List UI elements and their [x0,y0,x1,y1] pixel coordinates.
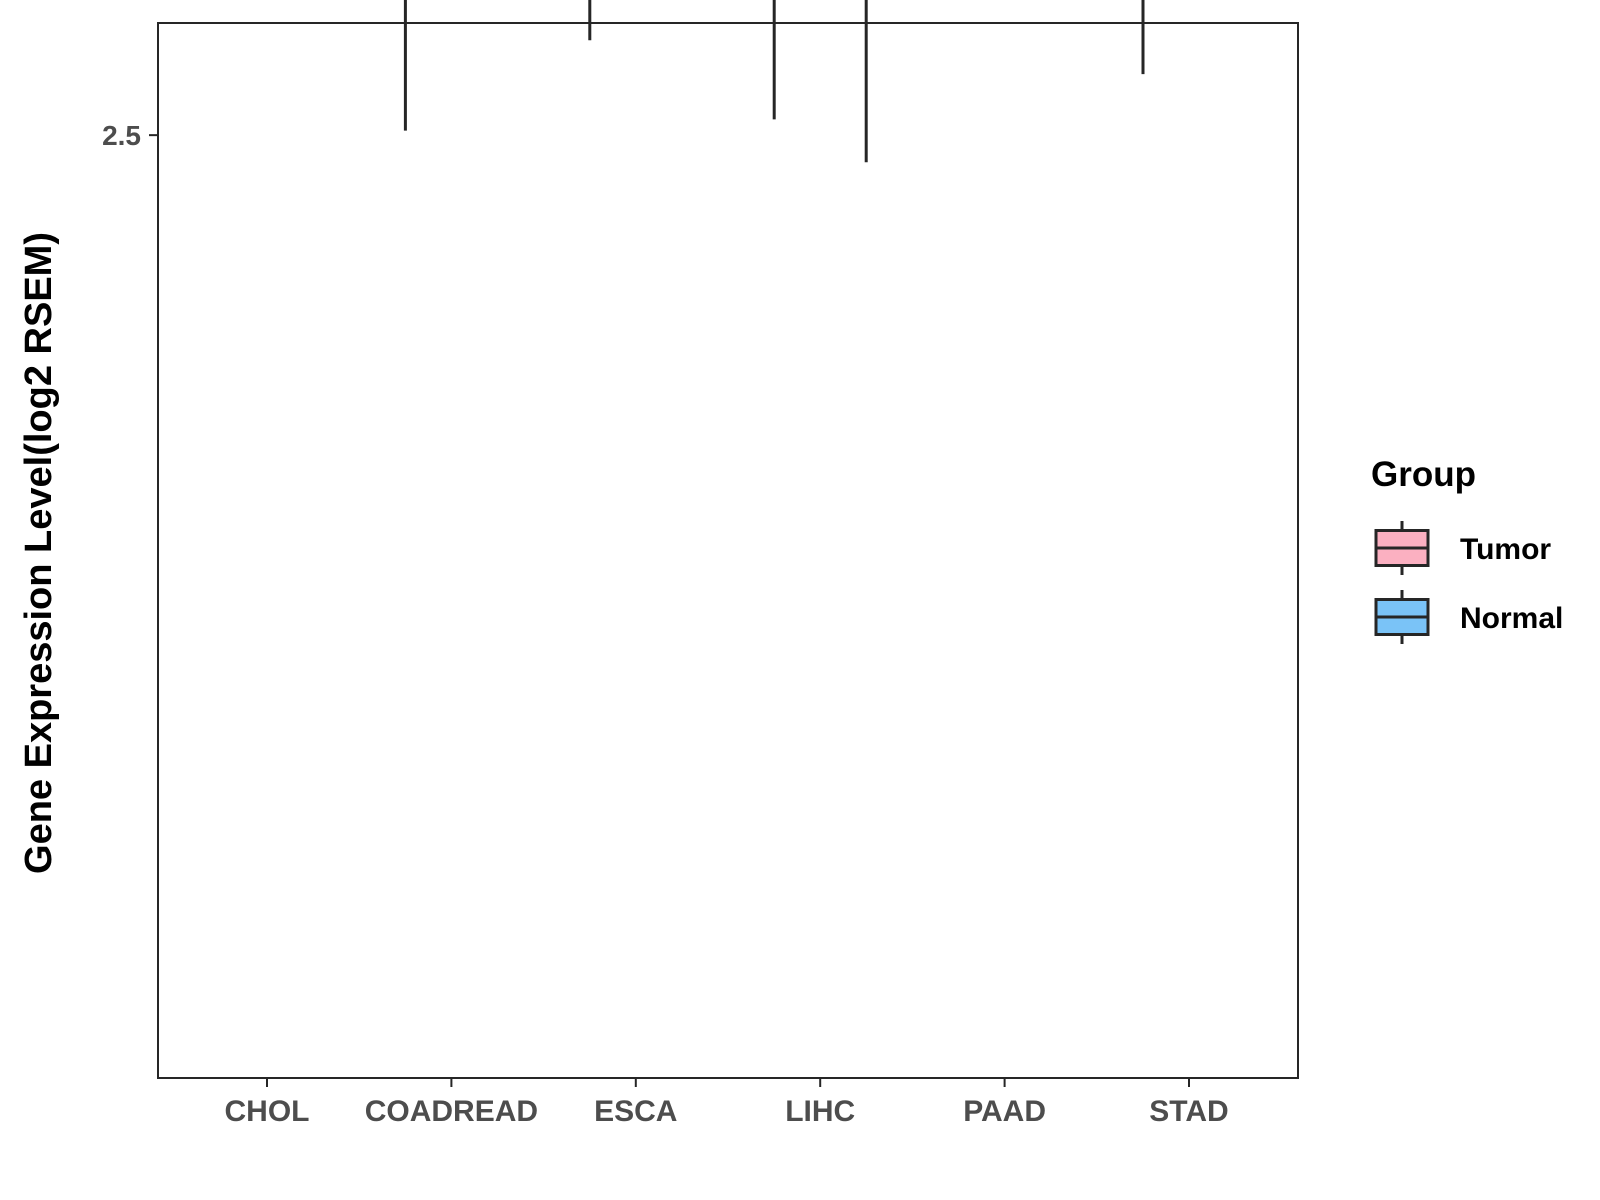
x-tick-label: COADREAD [365,1095,538,1128]
x-tick-label: ESCA [594,1095,677,1128]
box-tumor-coadread [403,0,407,131]
panel-border [157,22,1299,1079]
x-tick-label: LIHC [785,1095,855,1128]
legend-label: Tumor [1460,533,1551,566]
legend-item-tumor: Tumor [1374,521,1551,575]
box-normal-lihc [864,0,868,163]
legend-item-normal: Normal [1374,590,1563,644]
x-tick-label: CHOL [225,1095,310,1128]
legend: Group Tumor Normal [1371,455,1563,644]
box-tumor-lihc [772,0,776,120]
legend-title: Group [1371,455,1476,494]
y-tick-label: 2.5 [102,120,141,151]
plot-area: ********* [403,0,1145,163]
box-tumor-stad [1141,0,1145,75]
x-tick-label: STAD [1149,1095,1228,1128]
legend-label: Normal [1460,602,1563,635]
axes: 2.55.07.510.012.5CHOLCOADREADESCALIHCPAA… [102,22,1299,1128]
x-tick-label: PAAD [963,1095,1046,1128]
y-axis-title: Gene Expression Level(log2 RSEM) [18,232,60,874]
